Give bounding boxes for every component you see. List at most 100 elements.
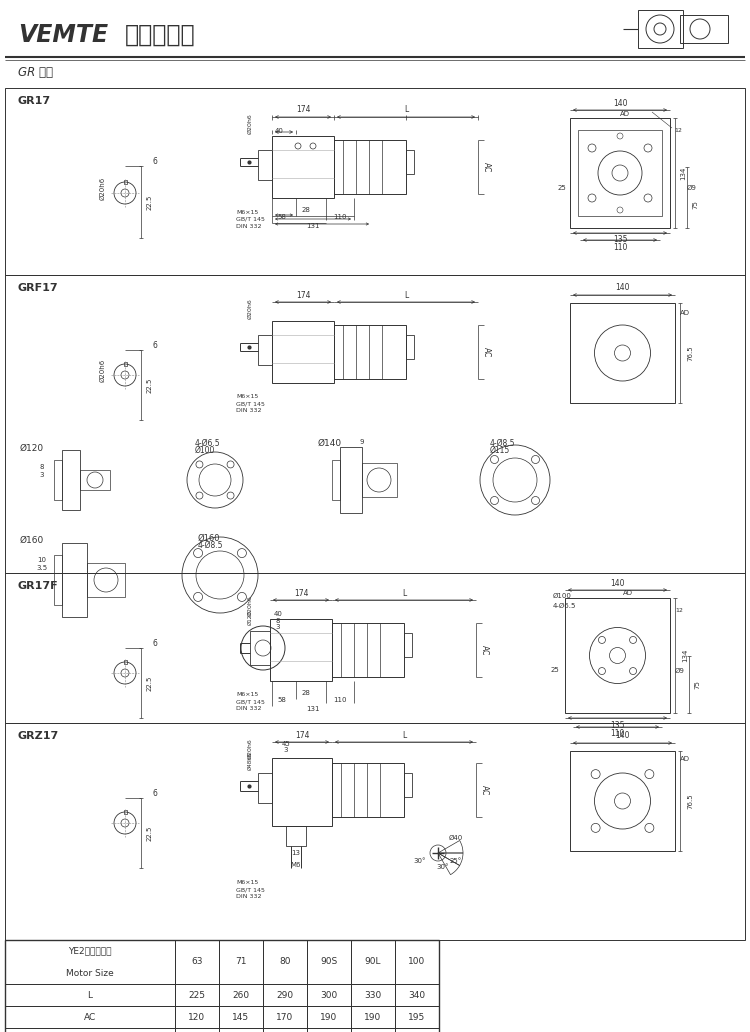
Text: YE2电机机座号: YE2电机机座号 (68, 946, 112, 956)
Text: 6: 6 (152, 788, 157, 798)
Text: 4-Ø6.5: 4-Ø6.5 (553, 603, 576, 609)
Bar (175, 1006, 219, 1028)
Text: 131: 131 (306, 223, 320, 229)
Text: VEMTE: VEMTE (18, 23, 108, 47)
Text: L: L (88, 991, 92, 1000)
Text: L: L (402, 588, 406, 598)
Bar (307, 940, 351, 983)
Bar (80, 470, 110, 490)
Text: 340: 340 (409, 991, 425, 1000)
Bar (272, 757, 332, 826)
Bar (263, 1006, 307, 1028)
Text: 135: 135 (610, 720, 625, 730)
Bar (219, 940, 263, 983)
Text: 90S: 90S (320, 958, 338, 967)
Text: 30°: 30° (414, 858, 426, 864)
Bar (565, 598, 670, 713)
Bar (219, 983, 263, 1006)
Text: AC: AC (84, 1012, 96, 1022)
Bar (258, 335, 272, 365)
Bar (124, 180, 127, 184)
Bar (332, 460, 340, 499)
Text: 9: 9 (360, 439, 364, 445)
Text: 瓦玛特传动: 瓦玛特传动 (125, 23, 196, 47)
Bar (175, 940, 219, 983)
Bar (219, 1006, 263, 1028)
Text: DIN 332: DIN 332 (236, 224, 262, 228)
Bar (54, 555, 62, 605)
Text: 145: 145 (232, 1012, 250, 1022)
Bar (307, 1006, 351, 1028)
Bar (124, 362, 127, 366)
Text: 75: 75 (692, 200, 698, 208)
Text: 28: 28 (302, 207, 310, 213)
Bar (351, 1028, 395, 1032)
Bar (395, 983, 439, 1006)
Text: GB/T 145: GB/T 145 (236, 888, 265, 893)
Text: AC: AC (482, 347, 490, 357)
Bar (5, 1006, 175, 1028)
Bar (5, 940, 439, 1032)
Text: AD: AD (622, 590, 632, 596)
Text: 13: 13 (292, 850, 301, 856)
Text: 300: 300 (320, 991, 338, 1000)
Bar (332, 763, 404, 817)
Text: 190: 190 (364, 1012, 382, 1022)
Text: GB/T 145: GB/T 145 (236, 401, 265, 407)
Text: 174: 174 (296, 290, 310, 299)
Bar (272, 136, 334, 198)
Text: 76.5: 76.5 (687, 345, 693, 361)
Text: Ø48h6: Ø48h6 (248, 752, 253, 770)
Text: 3: 3 (276, 624, 280, 630)
Text: M6×15: M6×15 (236, 394, 258, 399)
Text: Ø20h6: Ø20h6 (248, 298, 253, 319)
Text: 22.5: 22.5 (147, 194, 153, 209)
Text: AC: AC (479, 645, 488, 655)
Bar (351, 1006, 395, 1028)
Text: 110: 110 (613, 243, 627, 252)
Text: Ø140: Ø140 (318, 439, 342, 448)
Text: 63: 63 (191, 958, 202, 967)
Bar (307, 983, 351, 1006)
Text: Ø20h6: Ø20h6 (100, 358, 106, 382)
Text: 28: 28 (302, 690, 310, 696)
Text: 45: 45 (282, 741, 290, 747)
Bar (332, 623, 404, 677)
Bar (5, 983, 175, 1006)
Bar (62, 450, 80, 510)
Text: GR17: GR17 (18, 96, 51, 106)
Bar (5, 940, 175, 983)
Text: 330: 330 (364, 991, 382, 1000)
Text: Ø9: Ø9 (675, 668, 685, 674)
Bar (351, 983, 395, 1006)
Bar (219, 1028, 263, 1032)
Text: 140: 140 (613, 98, 627, 107)
Text: Ø115: Ø115 (490, 446, 510, 454)
Text: 3: 3 (40, 472, 44, 478)
Bar (570, 751, 675, 851)
Text: 80: 80 (279, 958, 291, 967)
Text: 30°: 30° (436, 864, 449, 870)
Text: 4-Ø8.5: 4-Ø8.5 (490, 439, 515, 448)
Text: 12: 12 (674, 128, 682, 132)
Text: GB/T 145: GB/T 145 (236, 700, 265, 705)
Text: AC: AC (482, 162, 490, 172)
Text: 6: 6 (152, 639, 157, 647)
Bar (5, 723, 745, 940)
Text: 22.5: 22.5 (147, 378, 153, 393)
Text: M6: M6 (291, 862, 302, 868)
Text: Ø120: Ø120 (248, 611, 253, 625)
Text: 3.5: 3.5 (37, 565, 47, 571)
Text: 110: 110 (333, 214, 346, 220)
Text: 40: 40 (274, 128, 284, 134)
Text: M6×15: M6×15 (236, 692, 258, 698)
Text: Ø120: Ø120 (20, 444, 44, 452)
Text: 75: 75 (694, 680, 700, 688)
Text: 25: 25 (550, 668, 560, 674)
Text: 4-Ø8.5: 4-Ø8.5 (198, 541, 223, 549)
Bar (404, 773, 412, 797)
Text: 134: 134 (680, 166, 686, 180)
Text: AC: AC (479, 784, 488, 796)
Bar (680, 15, 728, 43)
Text: 290: 290 (277, 991, 293, 1000)
